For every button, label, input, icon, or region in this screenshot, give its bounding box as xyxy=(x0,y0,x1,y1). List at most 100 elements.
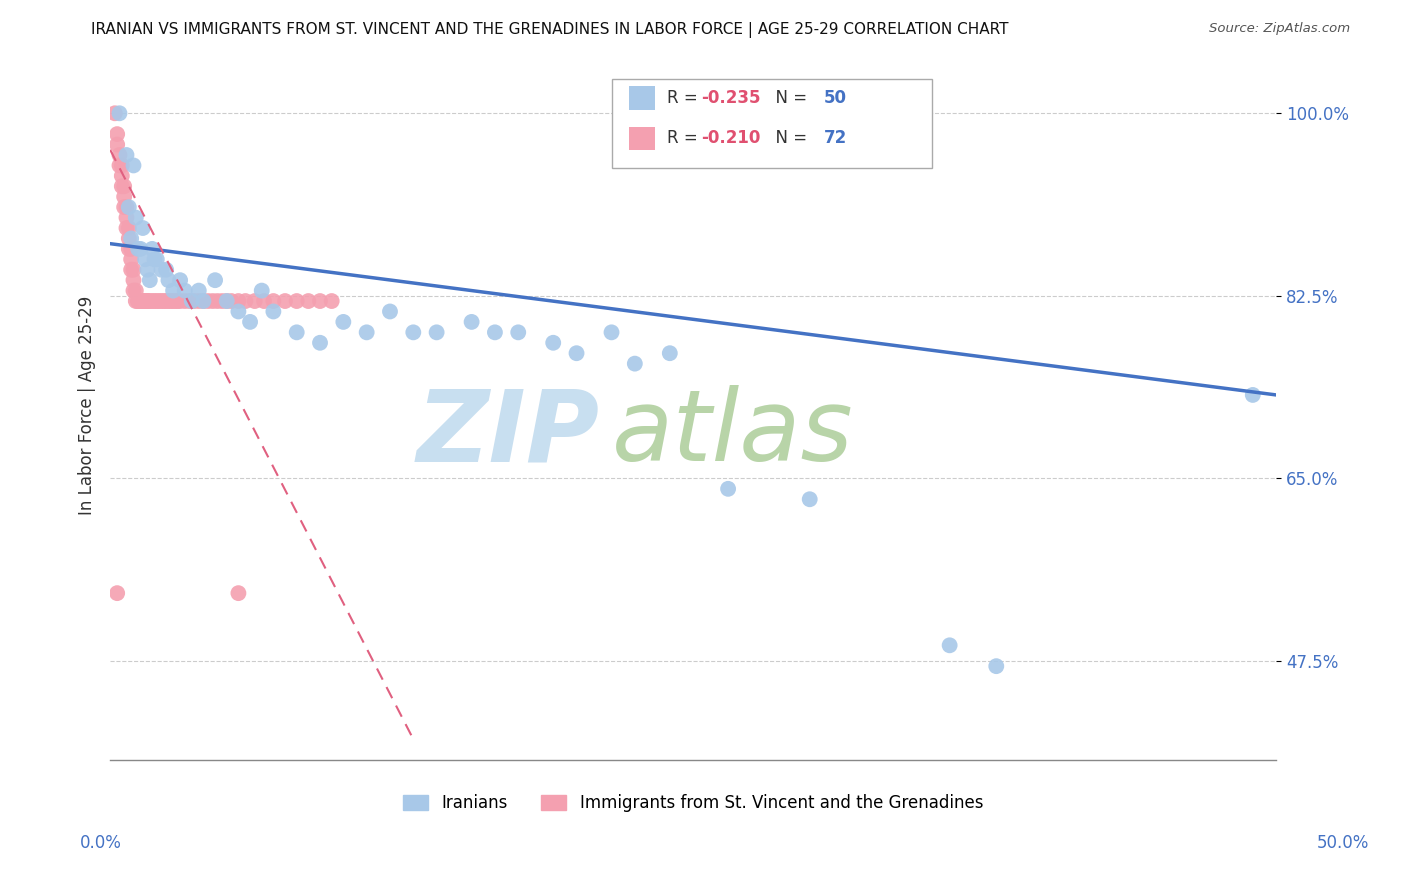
Point xyxy=(111,179,134,194)
Point xyxy=(250,284,273,298)
Point xyxy=(115,148,138,162)
Point xyxy=(243,293,266,308)
Text: atlas: atlas xyxy=(612,385,853,483)
Text: 72: 72 xyxy=(824,129,846,147)
Point xyxy=(157,273,180,287)
Point xyxy=(122,284,145,298)
Text: 0.0%: 0.0% xyxy=(80,834,122,852)
Text: 50: 50 xyxy=(824,89,846,107)
Point xyxy=(105,127,128,141)
Point xyxy=(141,242,163,256)
Point xyxy=(143,293,166,308)
Point xyxy=(624,357,647,371)
Point xyxy=(118,200,141,214)
Point xyxy=(127,242,149,256)
Text: 50.0%: 50.0% xyxy=(1316,834,1369,852)
Point xyxy=(146,252,169,267)
Point xyxy=(122,158,145,172)
Point xyxy=(125,284,148,298)
Point xyxy=(228,586,250,600)
Point xyxy=(166,293,188,308)
Point xyxy=(193,293,215,308)
Point xyxy=(187,293,209,308)
Point xyxy=(565,346,588,360)
Point xyxy=(600,326,623,340)
Point xyxy=(285,326,308,340)
Point xyxy=(108,106,131,120)
Point xyxy=(118,231,141,245)
Point xyxy=(105,137,128,152)
Point xyxy=(187,284,209,298)
Point xyxy=(165,293,187,308)
Point xyxy=(129,293,152,308)
Point xyxy=(120,252,142,267)
Point xyxy=(136,293,159,308)
Point xyxy=(239,315,262,329)
Point xyxy=(148,293,170,308)
Point xyxy=(120,242,142,256)
Text: Source: ZipAtlas.com: Source: ZipAtlas.com xyxy=(1209,22,1350,36)
Legend: Iranians, Immigrants from St. Vincent and the Grenadines: Iranians, Immigrants from St. Vincent an… xyxy=(404,794,983,812)
Point xyxy=(143,252,166,267)
Point xyxy=(541,335,564,350)
Point xyxy=(938,638,960,652)
Point xyxy=(228,304,250,318)
Point xyxy=(132,221,155,235)
Point xyxy=(169,293,191,308)
Point xyxy=(426,326,449,340)
Point xyxy=(173,284,195,298)
Point xyxy=(221,293,243,308)
Point xyxy=(159,293,181,308)
Point xyxy=(115,200,138,214)
Point xyxy=(108,148,131,162)
Point xyxy=(1241,388,1264,402)
Point xyxy=(262,293,284,308)
Point xyxy=(129,242,152,256)
Point xyxy=(112,179,135,194)
Text: N =: N = xyxy=(765,129,813,147)
Point xyxy=(134,293,156,308)
Point xyxy=(201,293,224,308)
Text: -0.210: -0.210 xyxy=(702,129,761,147)
Point xyxy=(321,293,343,308)
Point xyxy=(799,492,821,507)
Point xyxy=(111,158,134,172)
Point xyxy=(309,335,332,350)
Point xyxy=(105,586,128,600)
Y-axis label: In Labor Force | Age 25-29: In Labor Force | Age 25-29 xyxy=(79,296,96,515)
Point xyxy=(180,293,202,308)
Point xyxy=(155,293,177,308)
Point xyxy=(658,346,681,360)
Text: R =: R = xyxy=(668,129,703,147)
Point xyxy=(193,293,215,308)
Point xyxy=(179,293,201,308)
Point xyxy=(134,293,156,308)
Text: -0.235: -0.235 xyxy=(702,89,761,107)
Point xyxy=(332,315,354,329)
Point xyxy=(235,293,257,308)
Point xyxy=(297,293,319,308)
FancyBboxPatch shape xyxy=(628,87,655,110)
Point xyxy=(136,262,159,277)
Point xyxy=(402,326,425,340)
FancyBboxPatch shape xyxy=(628,127,655,150)
Point xyxy=(309,293,332,308)
Point xyxy=(211,293,233,308)
Point xyxy=(204,273,226,287)
Point xyxy=(104,106,127,120)
Point xyxy=(215,293,238,308)
Point xyxy=(207,293,229,308)
Point xyxy=(173,293,195,308)
Point xyxy=(115,211,138,225)
Point xyxy=(122,262,145,277)
Point xyxy=(120,231,142,245)
Point xyxy=(228,293,250,308)
Point xyxy=(132,293,155,308)
Point xyxy=(122,273,145,287)
Text: IRANIAN VS IMMIGRANTS FROM ST. VINCENT AND THE GRENADINES IN LABOR FORCE | AGE 2: IRANIAN VS IMMIGRANTS FROM ST. VINCENT A… xyxy=(91,22,1010,38)
Point xyxy=(285,293,308,308)
Point xyxy=(112,190,135,204)
Point xyxy=(118,242,141,256)
Point xyxy=(112,200,135,214)
Text: ZIP: ZIP xyxy=(416,385,600,483)
